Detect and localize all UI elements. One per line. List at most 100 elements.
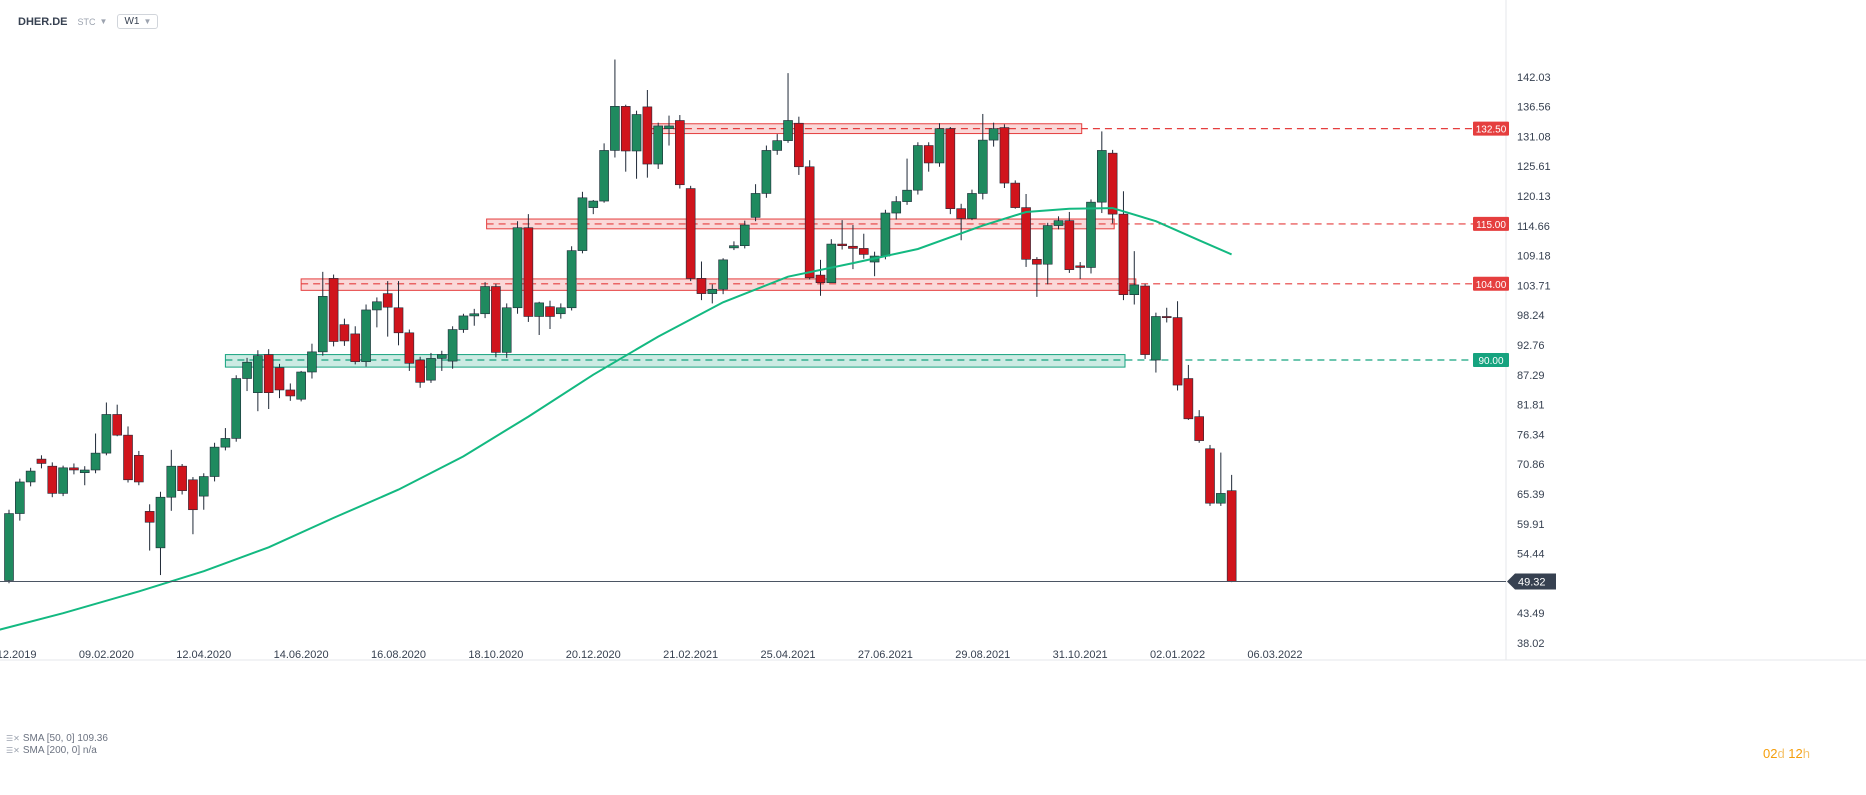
legend-label: SMA [50, 0] 109.36 [22,733,108,744]
candle-body [599,150,609,202]
chart-type-label: STC [77,16,96,27]
candle-body [815,274,826,284]
level-price-label: 132.50 [1476,125,1507,136]
candle-body [307,351,317,373]
y-tick-label: 131.08 [1517,131,1551,143]
candle-body [761,150,772,194]
candle-body [1118,213,1129,295]
candles [4,59,1237,584]
candle-body [848,245,858,249]
candle-body [25,470,36,483]
candle-body [1205,448,1215,504]
candle-body [144,511,155,523]
candle-body [469,313,480,317]
candle-body [653,125,663,165]
timeframe-label: W1 [124,16,140,27]
candle-body [436,354,447,359]
candle-body [610,106,620,151]
candle-body [783,120,793,141]
candle-body [1140,285,1150,355]
candle-body [837,243,847,247]
countdown-hours-unit: h [1802,746,1810,761]
candle-body [1151,316,1161,361]
candle-body [1226,490,1237,582]
x-tick-label: 21.02.2021 [663,649,718,661]
candle-body [1010,182,1021,208]
candle-body [361,309,371,362]
candle-body [707,288,718,294]
candle-body [880,212,891,257]
candle-body [891,201,902,214]
candle-body [545,306,555,317]
candle-body [209,446,220,477]
candle-body [79,469,90,474]
candle-body [58,467,68,494]
candle-body [1064,220,1075,270]
candle-body [739,224,750,247]
candle-body [69,467,79,471]
candle-body [858,248,869,255]
y-tick-label: 54.44 [1517,549,1545,561]
candle-body [588,200,599,208]
candle-body [447,329,458,362]
y-tick-label: 120.13 [1517,191,1551,203]
candle-body [242,361,252,379]
candle-body [1053,220,1064,226]
symbol-label[interactable]: DHER.DE [18,15,68,28]
x-tick-label: 31.10.2021 [1053,649,1108,661]
candle-body [1075,265,1085,268]
support-resistance-zones: 132.50 115.00 104.00 90.00 [224,121,1509,368]
sma50-line [0,207,1232,631]
current-price-tag [1507,573,1556,590]
candle-body [923,145,934,164]
candle-body [231,378,242,439]
x-tick-label: 14.06.2020 [274,649,329,661]
countdown-hours: 12 [1788,746,1803,761]
x-tick-label: 16.08.2020 [371,649,426,661]
timeframe-selector[interactable]: W1 ▼ [117,14,159,29]
candle-body [631,114,642,152]
candle-body [902,189,912,202]
candle-body [393,307,404,334]
candle-body [317,296,328,353]
candle-body [350,333,361,362]
candle-body [512,227,523,309]
legend-item-sma200[interactable]: ☰✕ SMA [200, 0] n/a [6,745,108,757]
candle-body [480,286,490,315]
current-price-label: 49.32 [1518,576,1546,588]
x-tick-label: 29.08.2021 [955,649,1010,661]
candle-body [988,128,999,141]
candle-body [415,359,425,383]
chevron-down-icon: ▼ [143,17,152,26]
y-tick-label: 98.24 [1517,310,1545,322]
settings-close-icon[interactable]: ☰✕ [6,734,20,743]
candle-body [956,208,966,219]
candle-body [977,139,988,194]
x-tick-label: 09.02.2020 [79,649,134,661]
candle-body [90,452,101,471]
candle-body [1086,201,1096,268]
candle-body [750,193,761,218]
candle-body [404,332,415,364]
candle-body [556,307,566,315]
level-price-tag [1473,121,1509,136]
candle-body [36,458,47,464]
candle-body [166,465,177,498]
y-tick-label: 92.76 [1517,340,1545,352]
y-tick-label: 70.86 [1517,459,1545,471]
candle-body [523,227,534,317]
candle-body [1097,150,1107,203]
candle-body [491,286,501,353]
x-tick-label: 08.12.2019 [0,649,37,661]
y-tick-label: 136.56 [1517,102,1551,114]
candle-body [1161,316,1172,318]
candle-body [382,293,393,308]
legend-item-sma50[interactable]: ☰✕ SMA [50, 0] 109.36 [6,733,108,745]
x-tick-label: 18.10.2020 [468,649,523,661]
candle-body [198,476,209,497]
candle-body [253,355,263,393]
settings-close-icon[interactable]: ☰✕ [6,746,20,755]
chart-type-selector[interactable]: STC ▼ [78,17,108,27]
y-tick-label: 142.03 [1517,72,1551,84]
